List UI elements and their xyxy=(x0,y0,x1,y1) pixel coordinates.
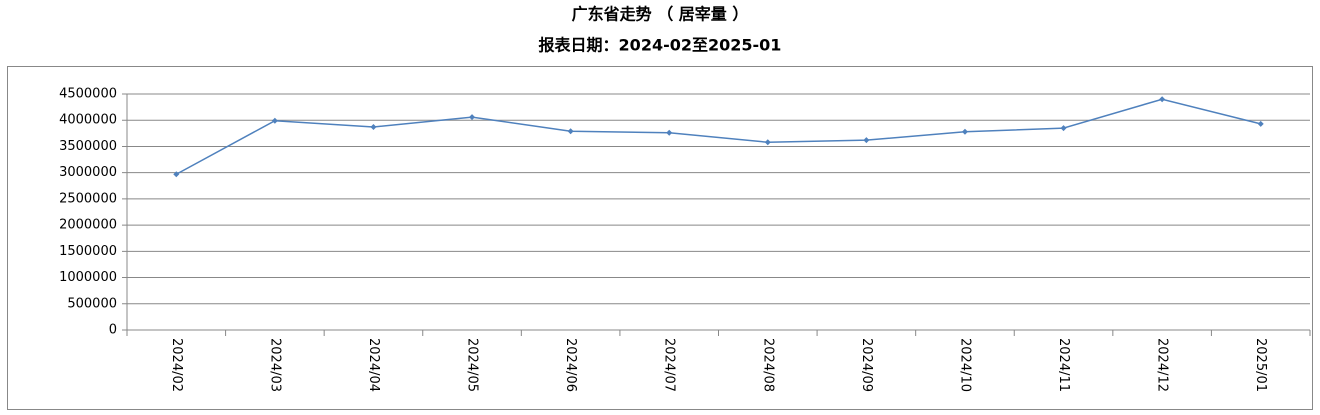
marker xyxy=(173,171,180,178)
y-tick-label: 1000000 xyxy=(59,270,117,285)
x-tick-label: 2024/02 xyxy=(169,338,184,392)
y-tick-label: 1500000 xyxy=(59,244,117,259)
x-tick-label: 2025/01 xyxy=(1253,338,1268,392)
y-tick-label: 2000000 xyxy=(59,218,117,233)
y-tick-label: 0 xyxy=(109,323,117,338)
x-tick-label: 2024/05 xyxy=(465,338,480,392)
marker xyxy=(370,124,377,131)
marker xyxy=(271,117,278,124)
x-tick-label: 2024/10 xyxy=(957,338,972,392)
marker xyxy=(1257,120,1264,127)
marker xyxy=(469,114,476,121)
x-tick-label: 2024/11 xyxy=(1056,338,1071,392)
x-tick-label: 2024/03 xyxy=(267,338,282,392)
chart-frame xyxy=(7,66,1313,410)
x-tick-label: 2024/04 xyxy=(366,338,381,392)
chart-subtitle: 报表日期：2024-02至2025-01 xyxy=(539,36,782,55)
y-tick-label: 3500000 xyxy=(59,139,117,154)
marker xyxy=(863,137,870,144)
y-tick-label: 500000 xyxy=(67,296,117,311)
x-tick-label: 2024/08 xyxy=(760,338,775,392)
marker xyxy=(764,139,771,146)
marker xyxy=(961,128,968,135)
marker xyxy=(567,128,574,135)
x-tick-label: 2024/12 xyxy=(1155,338,1170,392)
x-tick-label: 2024/07 xyxy=(662,338,677,392)
y-tick-label: 3000000 xyxy=(59,165,117,180)
y-tick-label: 4500000 xyxy=(59,87,117,102)
y-tick-label: 2500000 xyxy=(59,191,117,206)
x-tick-label: 2024/09 xyxy=(859,338,874,392)
marker xyxy=(1159,96,1166,103)
x-tick-label: 2024/06 xyxy=(563,338,578,392)
marker xyxy=(1060,125,1067,132)
line xyxy=(175,98,1261,175)
chart-title: 广东省走势 （ 居宰量 ） xyxy=(572,5,749,24)
marker xyxy=(666,129,673,136)
y-tick-label: 4000000 xyxy=(59,113,117,128)
